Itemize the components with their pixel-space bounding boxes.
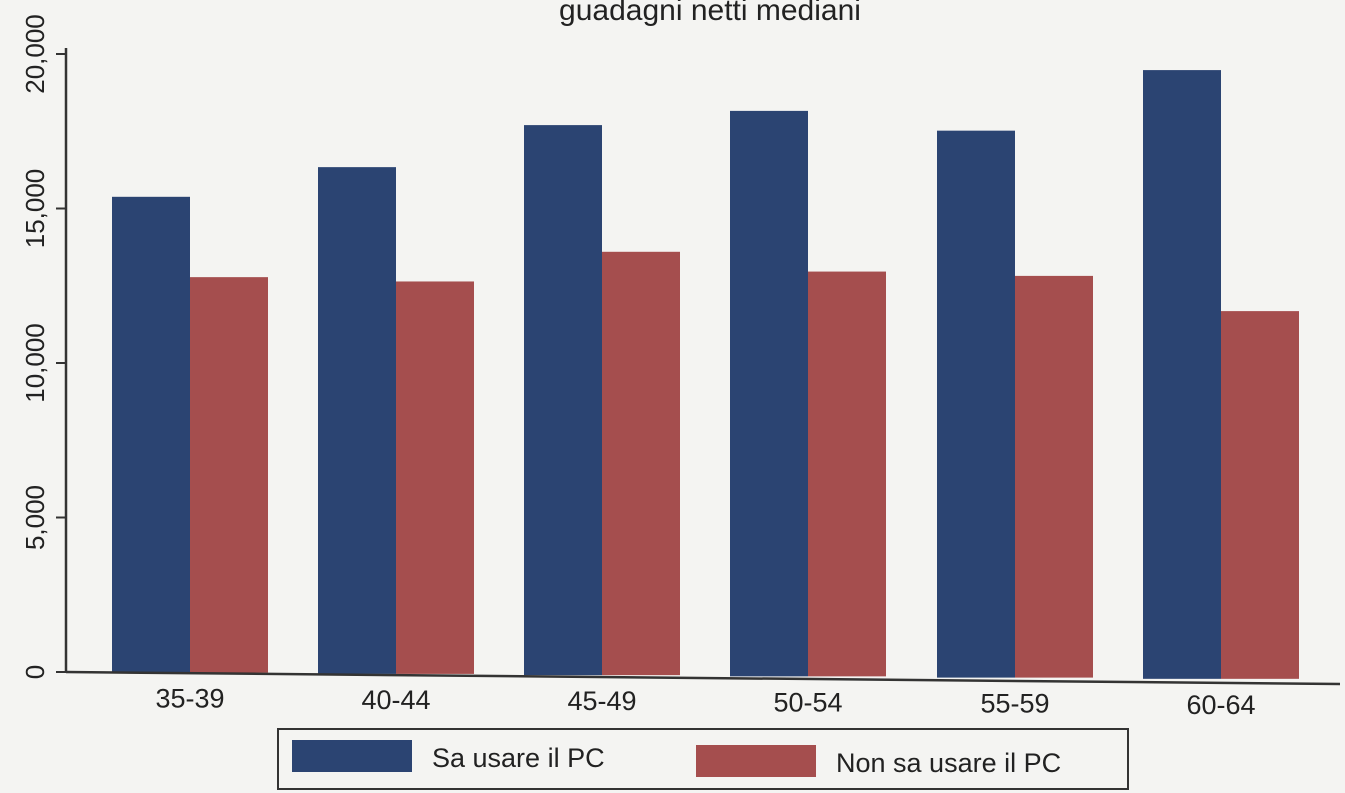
bar-60-64-non-sa-usare xyxy=(1221,311,1299,679)
legend-label: Sa usare il PC xyxy=(432,743,605,773)
bar-40-44-non-sa-usare xyxy=(396,281,474,674)
y-tick-label: 15,000 xyxy=(20,169,50,249)
bar-55-59-non-sa-usare xyxy=(1015,275,1093,678)
bars xyxy=(112,70,1299,679)
y-tick-label: 10,000 xyxy=(20,323,50,403)
legend-label: Non sa usare il PC xyxy=(836,748,1061,778)
legend: Sa usare il PC Non sa usare il PC xyxy=(277,728,1129,790)
x-tick-label: 60-64 xyxy=(1186,690,1255,720)
y-tick-label: 5,000 xyxy=(20,485,50,550)
y-tick-label: 0 xyxy=(20,665,50,679)
y-tick-label: 20,000 xyxy=(20,14,50,94)
x-axis: 35-39 40-44 45-49 50-54 55-59 60-64 xyxy=(65,670,1341,720)
bar-50-54-non-sa-usare xyxy=(808,271,886,677)
bar-60-64-sa-usare xyxy=(1143,70,1221,679)
bar-55-59-sa-usare xyxy=(937,130,1015,678)
x-axis-line xyxy=(65,670,1341,686)
legend-swatch xyxy=(292,740,412,772)
bar-35-39-sa-usare xyxy=(112,196,190,673)
legend-box xyxy=(277,728,1129,790)
x-tick-label: 35-39 xyxy=(155,684,224,714)
bar-45-49-sa-usare xyxy=(524,125,602,676)
x-tick-label: 55-59 xyxy=(980,689,1049,719)
x-tick-label: 45-49 xyxy=(567,686,636,716)
bar-45-49-non-sa-usare xyxy=(602,251,680,676)
bar-50-54-sa-usare xyxy=(730,110,808,677)
x-tick-label: 50-54 xyxy=(773,687,842,717)
bar-35-39-non-sa-usare xyxy=(190,277,268,673)
legend-swatch xyxy=(696,745,816,777)
bar-40-44-sa-usare xyxy=(318,167,396,674)
y-axis: 0 5,000 10,000 15,000 20,000 xyxy=(20,14,68,679)
chart-title: guadagni netti mediani xyxy=(559,0,861,27)
x-tick-label: 40-44 xyxy=(361,685,430,715)
